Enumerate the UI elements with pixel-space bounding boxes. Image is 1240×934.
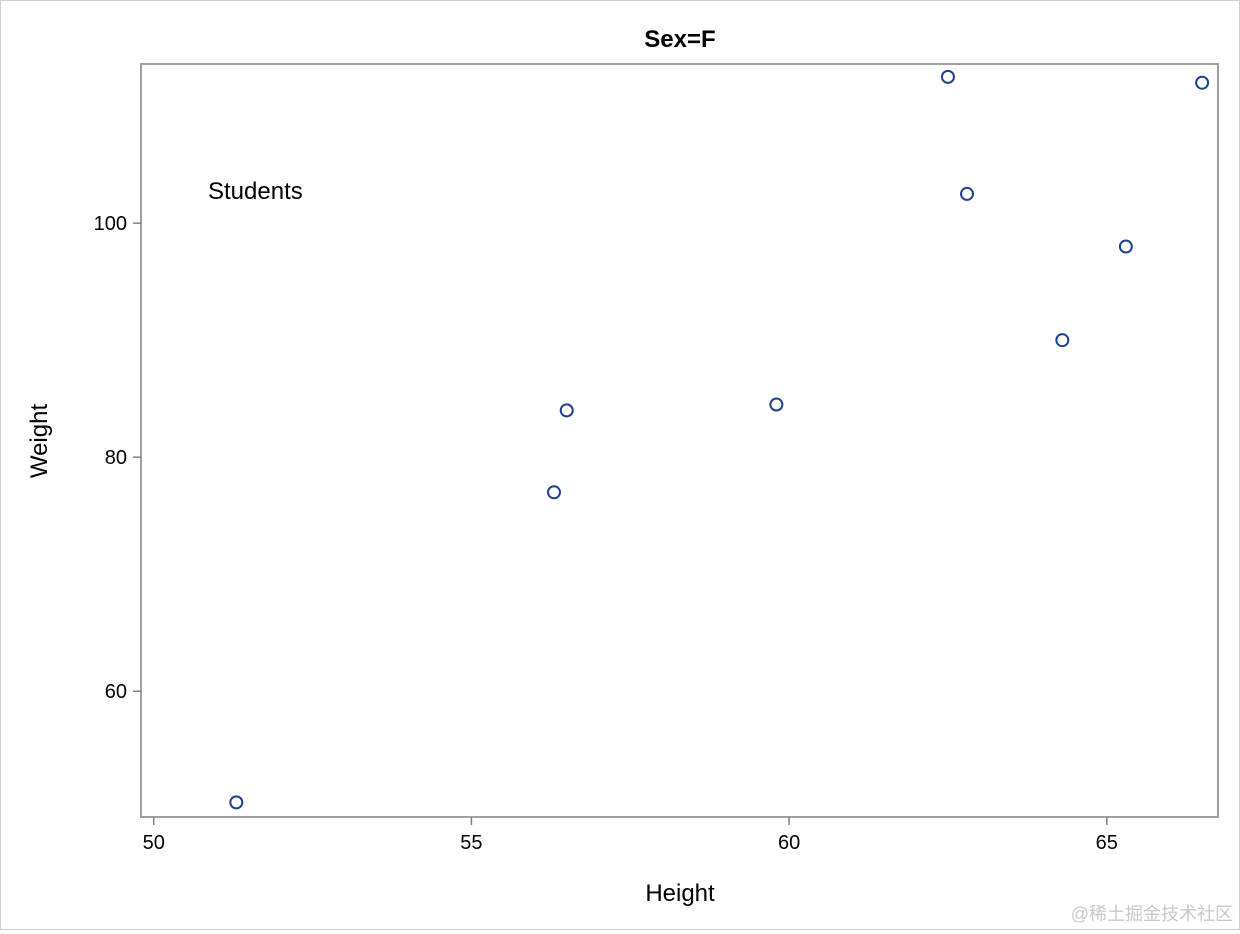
x-tick-label: 60: [778, 832, 800, 854]
plot-area: [140, 63, 1219, 818]
scatter-point: [940, 69, 955, 84]
scatter-point: [1195, 75, 1210, 90]
y-tick-label: 80: [105, 447, 127, 469]
watermark: @稀土掘金技术社区: [1071, 904, 1233, 924]
students-annotation: Students: [208, 178, 303, 205]
scatter-point: [547, 485, 562, 500]
scatter-point: [229, 795, 244, 810]
y-tick-label: 60: [105, 681, 127, 703]
scatter-point: [1118, 239, 1133, 254]
chart-title: Sex=F: [644, 26, 715, 53]
scatter-point: [559, 403, 574, 418]
x-axis-label: Height: [645, 880, 715, 907]
y-axis-label: Weight: [26, 404, 53, 479]
y-tick-label: 100: [94, 213, 127, 235]
scatter-point: [1055, 333, 1070, 348]
y-axis: 60 80 100: [94, 213, 141, 703]
x-axis: 50 55 60 65: [143, 817, 1118, 854]
scatter-point: [960, 186, 975, 201]
scatter-point: [769, 397, 784, 412]
x-tick-label: 55: [460, 832, 482, 854]
data-points: [229, 69, 1210, 810]
x-tick-label: 65: [1096, 832, 1118, 854]
x-tick-label: 50: [143, 832, 165, 854]
